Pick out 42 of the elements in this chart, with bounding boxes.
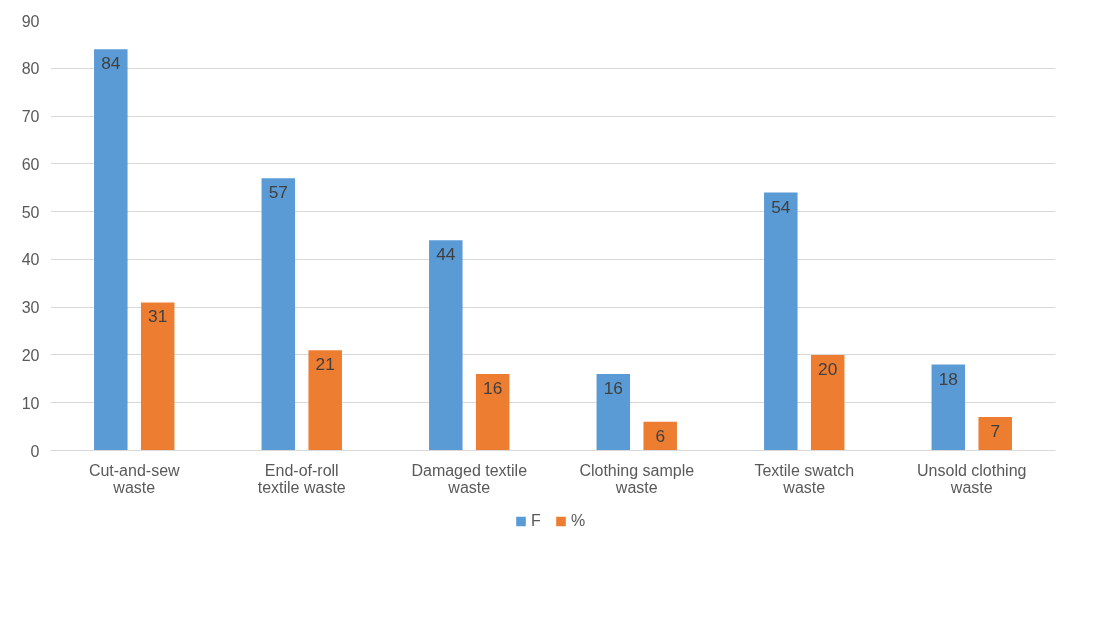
data-label: 20 <box>818 358 838 379</box>
bar <box>978 417 1012 451</box>
y-tick-label: 40 <box>21 251 40 269</box>
x-tick-label: Textile swatch waste <box>754 461 855 496</box>
bar <box>475 374 510 451</box>
data-label: 18 <box>938 368 958 389</box>
legend-label: F <box>531 511 542 530</box>
y-tick-label: 50 <box>21 203 40 221</box>
bar <box>643 421 677 451</box>
legend-label: % <box>571 511 587 530</box>
y-tick-label: 90 <box>21 12 40 30</box>
data-label: 21 <box>315 354 335 375</box>
data-label: 57 <box>268 182 288 203</box>
x-tick-label: End-of-roll textile waste <box>257 461 346 496</box>
x-tick-label: Unsold clothing waste <box>917 461 1027 496</box>
data-label: 6 <box>655 425 666 446</box>
data-label: 16 <box>483 378 503 399</box>
y-tick-label: 30 <box>21 299 40 317</box>
bar <box>94 49 128 451</box>
data-label: 16 <box>603 378 623 399</box>
x-tick-label: Damaged textile waste <box>411 461 528 496</box>
y-tick-label: 20 <box>21 346 40 364</box>
y-tick-label: 10 <box>21 394 40 412</box>
bar <box>429 240 463 451</box>
bar <box>140 302 175 451</box>
data-label: 54 <box>771 196 791 217</box>
bar <box>931 364 966 451</box>
data-label: 84 <box>101 53 121 74</box>
bar <box>596 374 631 451</box>
data-label: 44 <box>436 244 456 265</box>
bar <box>764 192 798 451</box>
y-tick-label: 70 <box>21 108 40 126</box>
bar <box>810 354 845 451</box>
bar <box>261 178 296 451</box>
data-label: 7 <box>990 421 1001 442</box>
data-label: 31 <box>148 306 168 327</box>
bar <box>308 350 342 451</box>
y-tick-label: 60 <box>21 155 40 173</box>
x-tick-label: Cut-and-sew waste <box>88 461 181 496</box>
y-tick-label: 80 <box>21 60 40 78</box>
y-tick-label: 0 <box>30 442 40 460</box>
x-tick-label: Clothing sample waste <box>579 461 695 496</box>
